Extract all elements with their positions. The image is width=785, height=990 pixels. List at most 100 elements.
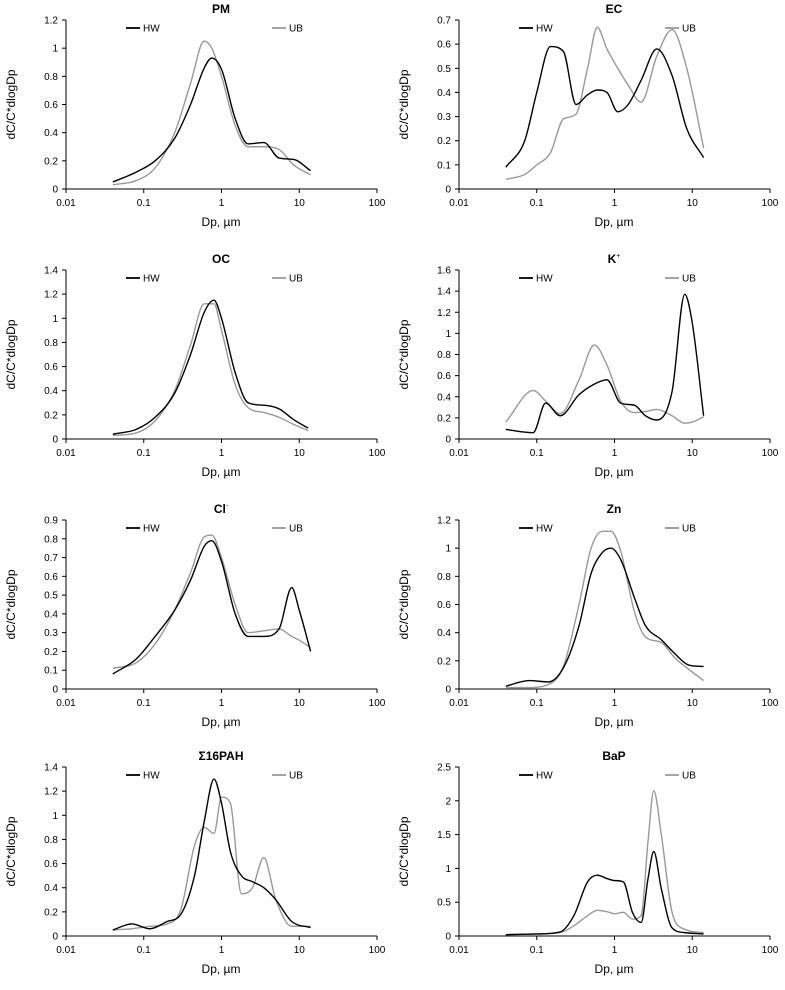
chart-title-superscript: - — [226, 503, 229, 510]
x-tick-label: 1 — [612, 945, 618, 956]
chart-title-text: Zn — [607, 502, 622, 516]
y-tick-label: 0.6 — [44, 859, 58, 870]
series-line — [112, 303, 309, 437]
x-tick-label: 100 — [369, 945, 386, 956]
x-tick-label: 0.1 — [137, 945, 151, 956]
x-tick-label: 0.01 — [449, 448, 469, 459]
y-tick-label: 1.5 — [437, 830, 451, 841]
y-tick-label: 1 — [445, 544, 451, 555]
series-line — [505, 547, 704, 687]
y-tick-label: 1 — [52, 44, 58, 55]
chart-panel: Σ16PAH 0 0.2 0.4 0.6 0.8 1 1.2 1.4 0.01 0.1 1 10 100 D… — [0, 747, 392, 990]
chart-title-text: EC — [606, 2, 623, 16]
chart-panel: Zn 0 0.2 0.4 0.6 0.8 1 1.2 0.01 0.1 1 10 100 Dp, µm dC… — [393, 500, 785, 743]
y-tick-label: 0.9 — [44, 516, 58, 527]
y-tick-label: 1.2 — [437, 516, 451, 527]
series-line — [505, 26, 705, 181]
y-tick-label: 1.2 — [44, 787, 58, 798]
x-tick-label: 0.1 — [530, 198, 544, 209]
chart-title: Cl- — [214, 502, 229, 516]
y-tick-label: 0.6 — [437, 40, 451, 51]
y-tick-label: 2.5 — [437, 763, 451, 774]
x-tick-label: 100 — [369, 448, 386, 459]
x-tick-label: 0.01 — [449, 698, 469, 709]
chart-title: K+ — [608, 252, 621, 266]
chart-title-text: Σ16PAH — [199, 749, 244, 763]
x-tick-label: 10 — [687, 698, 699, 709]
legend-label: UB — [682, 771, 696, 782]
y-tick-label: 0.7 — [44, 553, 58, 564]
y-axis-label: dC/C*dlogDp — [397, 69, 411, 139]
legend-label: HW — [143, 24, 160, 35]
y-tick-label: 1.2 — [44, 16, 58, 27]
series-line — [112, 534, 311, 670]
x-axis-label: Dp, µm — [595, 465, 634, 479]
series-line — [112, 40, 311, 186]
legend-label: UB — [289, 274, 303, 285]
x-tick-label: 0.01 — [449, 945, 469, 956]
y-tick-label: 0.8 — [437, 572, 451, 583]
x-tick-label: 0.01 — [56, 698, 76, 709]
x-tick-label: 0.1 — [530, 448, 544, 459]
series-line — [112, 299, 309, 435]
y-axis-label: dC/C*dlogDp — [397, 816, 411, 886]
series-line — [505, 789, 704, 936]
y-tick-label: 0.6 — [437, 371, 451, 382]
legend-label: HW — [536, 524, 553, 535]
x-tick-label: 10 — [294, 198, 306, 209]
x-tick-label: 1 — [219, 198, 225, 209]
y-tick-label: 0.2 — [437, 413, 451, 424]
legend-label: HW — [143, 274, 160, 285]
y-tick-label: 0.4 — [44, 386, 58, 397]
chart-title-superscript: + — [616, 253, 620, 260]
chart-svg: K+00.20.40.60.811.21.41.60.01 0.1 1 10 100Dp… — [397, 252, 779, 479]
series-line — [112, 539, 312, 675]
y-tick-label: 1 — [52, 811, 58, 822]
chart-panel: BaP 0 0.5 1 1.5 2 2.5 0.01 0.1 1 10 100 Dp, µm dC/C*d… — [393, 747, 785, 990]
y-axis-label: dC/C*dlogDp — [4, 69, 18, 139]
legend-label: HW — [143, 524, 160, 535]
legend-label: UB — [289, 771, 303, 782]
x-tick-label: 0.01 — [56, 448, 76, 459]
x-tick-label: 100 — [762, 448, 779, 459]
x-tick-label: 0.1 — [530, 945, 544, 956]
chart-svg: Cl- 0 0.1 0.2 0.3 0.4 0.5 0.6 0.7 0.8 0.9 0.01 0.1 1 1… — [4, 502, 386, 729]
chart-title-text: BaP — [602, 749, 625, 763]
legend-label: HW — [536, 24, 553, 35]
chart-title-text: K — [608, 252, 617, 266]
x-axis-label: Dp, µm — [202, 715, 241, 729]
y-tick-label: 0.4 — [437, 88, 451, 99]
x-tick-label: 0.01 — [449, 198, 469, 209]
y-tick-label: 0.4 — [44, 128, 58, 139]
chart-svg: Zn 0 0.2 0.4 0.6 0.8 1 1.2 0.01 0.1 1 10 100 Dp, µm dC… — [397, 502, 779, 729]
x-tick-label: 1 — [612, 198, 618, 209]
y-tick-label: 1 — [445, 864, 451, 875]
legend-label: UB — [289, 24, 303, 35]
series-line — [112, 778, 311, 931]
legend-label: HW — [143, 771, 160, 782]
y-tick-label: 0.6 — [44, 100, 58, 111]
x-tick-label: 0.1 — [137, 698, 151, 709]
y-axis-label: dC/C*dlogDp — [4, 569, 18, 639]
y-tick-label: 0.6 — [437, 600, 451, 611]
x-tick-label: 1 — [612, 698, 618, 709]
y-tick-label: 1 — [445, 329, 451, 340]
y-tick-label: 1.4 — [44, 266, 58, 277]
chart-panel: PM 0 0.2 0.4 0.6 0.8 1 1.2 0.01 0.1 1 10 100 Dp, µm dC… — [0, 0, 392, 243]
y-tick-label: 0 — [445, 435, 451, 446]
y-tick-label: 0.8 — [437, 350, 451, 361]
x-tick-label: 10 — [687, 198, 699, 209]
x-tick-label: 100 — [762, 698, 779, 709]
x-tick-label: 1 — [612, 448, 618, 459]
y-tick-label: 0.2 — [437, 136, 451, 147]
x-tick-label: 10 — [687, 945, 699, 956]
x-tick-label: 0.01 — [56, 945, 76, 956]
x-tick-label: 1 — [219, 945, 225, 956]
y-tick-label: 0.8 — [44, 338, 58, 349]
y-tick-label: 2 — [445, 796, 451, 807]
chart-panel: K+ 0 0.2 0.4 0.6 0.8 1 1.2 1.4 1.6 0.01 0.1 1 10 100 Dp… — [393, 250, 785, 493]
y-tick-label: 0.1 — [437, 160, 451, 171]
chart-title-text: OC — [212, 252, 230, 266]
y-axis-label: dC/C*dlogDp — [4, 816, 18, 886]
